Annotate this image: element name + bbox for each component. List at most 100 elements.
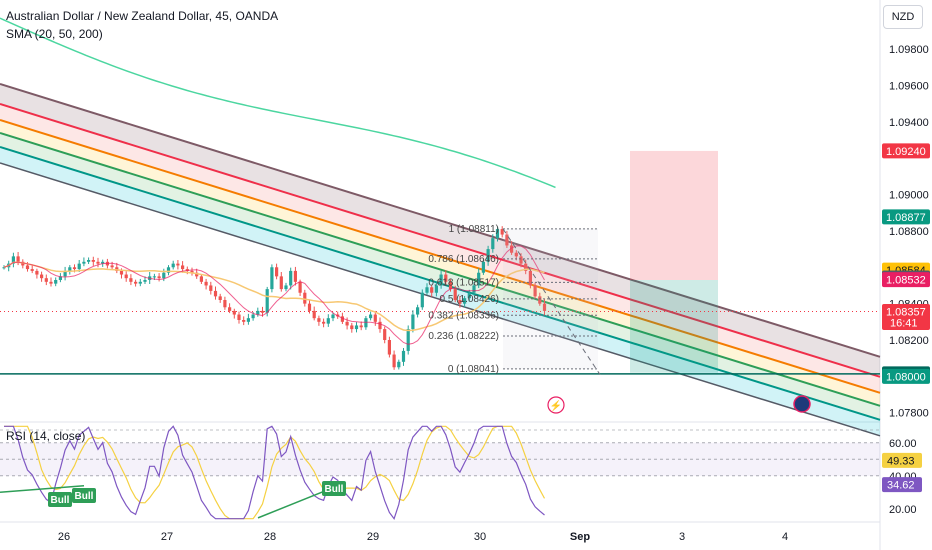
- lightning-icon: [547, 396, 565, 414]
- candle-body: [420, 292, 424, 308]
- candle-body: [265, 289, 269, 313]
- price-tick-label: 1.07800: [889, 408, 929, 420]
- candle: [54, 277, 58, 287]
- candle: [176, 260, 180, 270]
- candle: [453, 285, 457, 303]
- candle-body: [458, 300, 462, 304]
- channel-band-cyan: [0, 147, 880, 436]
- candle-body: [444, 274, 448, 282]
- candle-body: [40, 274, 44, 279]
- lightning-icon-glyph: ⚡: [550, 399, 562, 412]
- candle-body: [307, 303, 312, 311]
- candle: [524, 259, 528, 275]
- candle-body: [237, 314, 241, 320]
- date-tick-label: 4: [782, 531, 788, 543]
- candle-body: [204, 281, 208, 286]
- candle: [387, 336, 391, 358]
- candle: [345, 317, 349, 330]
- rsi-ma-line: [4, 425, 546, 520]
- candle-body: [2, 267, 6, 269]
- rsi-legend[interactable]: RSI (14, close): [6, 429, 86, 443]
- rsi-value-tag-bg: [882, 452, 922, 468]
- candle-body: [416, 307, 420, 315]
- candle: [434, 282, 438, 297]
- candle: [171, 260, 175, 270]
- candle: [82, 257, 86, 267]
- candle-body: [505, 234, 509, 246]
- candle-body: [232, 310, 236, 315]
- candle-body: [369, 314, 373, 319]
- candle: [87, 257, 91, 264]
- candle: [242, 316, 246, 326]
- candle-body: [331, 314, 335, 319]
- candle: [246, 313, 250, 325]
- candle: [495, 226, 500, 242]
- candle-body: [72, 267, 77, 270]
- candle: [157, 273, 161, 282]
- candle-body: [119, 270, 124, 275]
- candle: [369, 311, 373, 321]
- candle: [303, 289, 307, 307]
- candle: [500, 226, 504, 238]
- candle-body: [411, 314, 415, 330]
- candle-body: [430, 287, 434, 293]
- candle: [481, 259, 485, 275]
- candle: [270, 264, 274, 293]
- sma-legend[interactable]: SMA (20, 50, 200): [6, 27, 103, 41]
- candle: [350, 322, 354, 333]
- candle-body: [44, 278, 48, 282]
- candle-body: [378, 321, 382, 330]
- candle-body: [406, 329, 410, 351]
- candle: [477, 268, 481, 288]
- candle: [124, 271, 128, 282]
- candle: [166, 265, 171, 276]
- price-tag-bg: [882, 272, 930, 288]
- date-tick-label: 3: [679, 531, 685, 543]
- channel-band-gray: [0, 84, 880, 377]
- bull-label: Bull: [322, 481, 346, 496]
- candle: [91, 256, 95, 266]
- candle-body: [171, 263, 175, 268]
- candle-body: [16, 256, 20, 262]
- candle-body: [538, 296, 542, 304]
- candle-body: [181, 265, 185, 270]
- price-tick-label: 1.08200: [889, 335, 929, 347]
- candle-body: [129, 278, 133, 282]
- bull-label-text: Bull: [325, 484, 344, 495]
- candle-body: [467, 292, 471, 299]
- channel-line-green: [0, 132, 881, 407]
- candle-body: [472, 285, 476, 293]
- candle-body: [260, 310, 265, 313]
- candle-body: [35, 270, 39, 275]
- date-tick-label: Sep: [570, 531, 590, 543]
- candle: [275, 263, 279, 280]
- candle-body: [350, 325, 354, 330]
- candle-body: [387, 340, 391, 355]
- candle-body: [162, 272, 166, 279]
- candle: [138, 278, 142, 287]
- candle-body: [425, 287, 429, 293]
- rsi-value-tag: 34.62: [882, 477, 922, 493]
- candle-body: [134, 281, 138, 284]
- price-tag-bg: [882, 143, 930, 159]
- candle-body: [49, 281, 53, 284]
- rsi-value-tag-label: 34.62: [887, 480, 915, 492]
- candle-body: [124, 274, 128, 279]
- candle-body: [25, 265, 30, 270]
- fib-level-label: 0.786 (1.08646): [428, 254, 499, 265]
- candle: [463, 296, 467, 308]
- price-tag-bg: [882, 368, 930, 384]
- position-stop-zone: [630, 150, 718, 280]
- candle: [444, 270, 448, 285]
- candle: [190, 267, 194, 276]
- sma-20-line: [3, 245, 545, 345]
- candle-body: [256, 310, 260, 315]
- bull-label: Bull: [72, 488, 96, 503]
- candle: [411, 310, 415, 333]
- currency-button[interactable]: NZD: [883, 5, 923, 29]
- channel-line-red: [0, 103, 881, 378]
- candle: [397, 359, 401, 370]
- candle: [293, 266, 297, 286]
- candle: [49, 277, 53, 287]
